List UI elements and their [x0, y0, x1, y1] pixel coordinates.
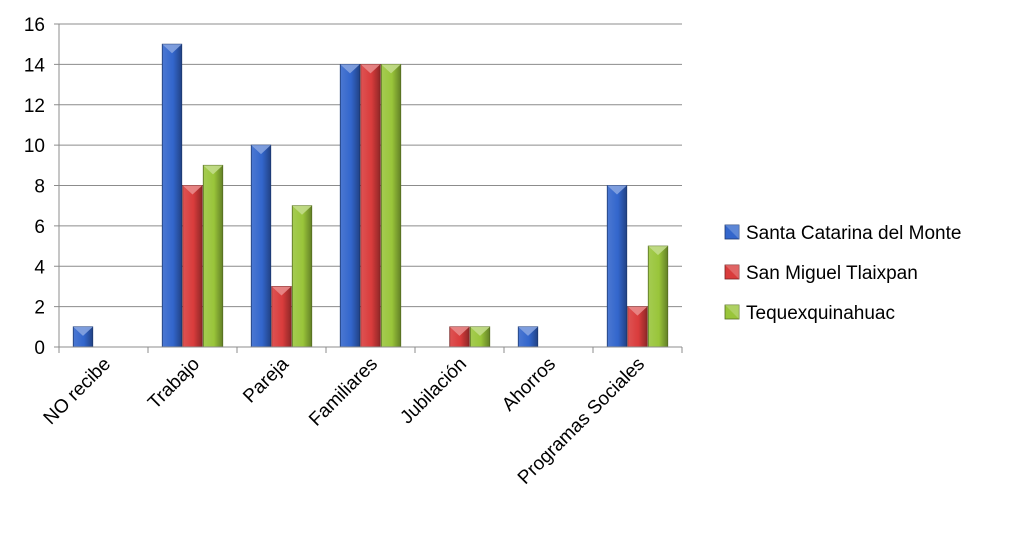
bar — [182, 185, 203, 348]
legend-swatch-highlight — [725, 265, 739, 279]
x-tick-label: Trabajo — [144, 354, 204, 414]
y-tick-label: 6 — [34, 217, 45, 238]
bar-cap — [203, 165, 223, 175]
y-tick-label: 14 — [24, 55, 46, 76]
bar-body — [182, 185, 203, 348]
bars — [72, 43, 669, 348]
x-tick-label: Pareja — [239, 353, 293, 407]
bar-cap — [607, 185, 627, 195]
legend-label: Santa Catarina del Monte — [746, 223, 961, 244]
bar-cap — [518, 326, 538, 336]
bar-cap — [271, 286, 292, 296]
bar-cap — [470, 326, 490, 336]
bar-cap — [182, 185, 203, 195]
bar-body — [250, 144, 272, 348]
bar — [449, 326, 470, 348]
bar — [469, 326, 491, 348]
bar-cap — [360, 64, 381, 74]
bar — [517, 326, 539, 348]
bar-body — [271, 286, 292, 348]
x-tick-label: Ahorros — [498, 354, 560, 416]
bar-cap — [449, 326, 470, 336]
legend-entry: Tequexquinahuac — [724, 303, 895, 324]
bar-cap — [73, 326, 93, 336]
bar — [291, 205, 313, 348]
bar — [72, 326, 94, 348]
bar-cap — [381, 64, 401, 74]
bar-cap — [340, 64, 360, 74]
x-tick-label: Jubilación — [396, 354, 471, 429]
x-tick-label: Familiares — [305, 354, 382, 431]
bar — [202, 164, 224, 348]
bar — [339, 63, 361, 348]
y-tick-label: 16 — [24, 15, 45, 36]
bar-body — [339, 63, 361, 348]
bar-cap — [627, 306, 648, 316]
bar-cap — [251, 145, 271, 155]
legend-entry: Santa Catarina del Monte — [724, 223, 961, 244]
bar-body — [380, 63, 402, 348]
legend-swatch-highlight — [725, 305, 739, 319]
y-tick-label: 8 — [34, 177, 45, 198]
y-tick-label: 10 — [24, 136, 45, 157]
y-tick-label: 12 — [24, 96, 45, 117]
y-tick-label: 2 — [34, 298, 45, 319]
bar-body — [291, 205, 313, 348]
bar — [250, 144, 272, 348]
bar-body — [202, 164, 224, 348]
legend-swatch-highlight — [725, 225, 739, 239]
bar-cap — [162, 44, 182, 54]
bar-body — [647, 245, 669, 348]
bar — [380, 63, 402, 348]
bar-body — [161, 43, 183, 348]
bar-body — [606, 185, 628, 348]
bar — [606, 185, 628, 348]
bar — [161, 43, 183, 348]
bar — [360, 63, 381, 348]
bar — [627, 306, 648, 348]
legend-label: San Miguel Tlaixpan — [746, 263, 918, 284]
bar-cap — [292, 205, 312, 215]
bar — [271, 286, 292, 348]
bar-cap — [648, 246, 668, 256]
bar-body — [360, 63, 381, 348]
legend-entry: San Miguel Tlaixpan — [724, 263, 918, 284]
y-tick-label: 4 — [34, 257, 45, 278]
bar — [647, 245, 669, 348]
legend: Santa Catarina del Monte San Miguel Tlaix… — [724, 223, 961, 324]
x-tick-label: NO recibe — [40, 354, 115, 429]
y-tick-label: 0 — [34, 338, 45, 359]
legend-label: Tequexquinahuac — [746, 303, 895, 324]
